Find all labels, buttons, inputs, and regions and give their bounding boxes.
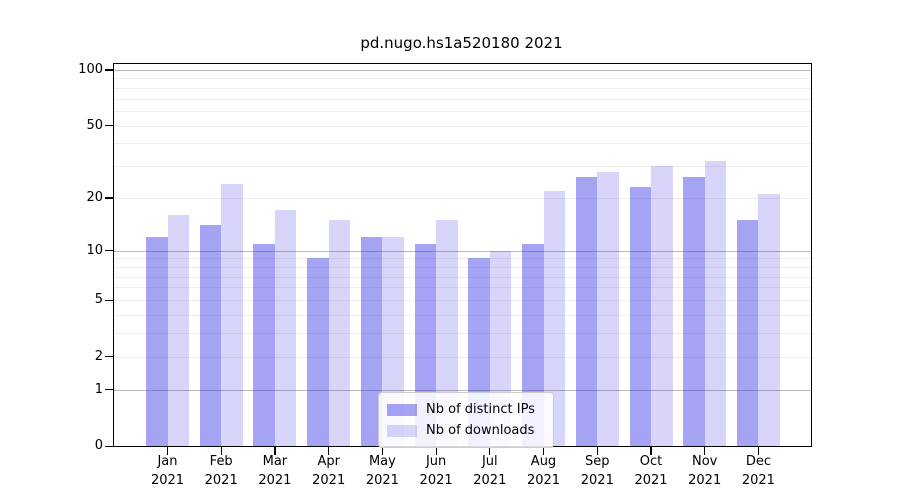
x-axis-label-sep: Sep 2021 [580, 454, 614, 488]
bar-distinct-ips-mar [253, 243, 275, 446]
x-axis-label-mar: Mar 2021 [258, 454, 292, 488]
x-tick-dec [757, 447, 760, 455]
bar-distinct-ips-dec [736, 220, 759, 446]
gridline-4 [114, 314, 811, 316]
y-tick-label-100: 100 [78, 61, 103, 77]
gridline-2 [114, 356, 811, 358]
y-tick-label-10: 10 [86, 242, 103, 258]
x-tick-sep [596, 447, 598, 455]
y-tick-50 [105, 125, 113, 127]
x-axis-label-aug: Aug 2021 [526, 454, 561, 488]
y-tick-1 [105, 389, 113, 391]
x-axis-label-nov: Nov 2021 [688, 454, 722, 488]
x-tick-jun [435, 447, 437, 455]
gridline-9 [114, 258, 811, 260]
y-tick-label-20: 20 [86, 189, 103, 205]
bar-distinct-ips-nov [683, 177, 705, 446]
bar-downloads-jun [436, 220, 458, 446]
bar-downloads-sep [597, 171, 619, 446]
x-tick-mar [274, 447, 276, 455]
x-tick-aug [542, 447, 545, 455]
gridline-70 [114, 98, 811, 100]
x-tick-feb [220, 447, 222, 455]
gridline-7 [114, 276, 811, 278]
x-axis-label-dec: Dec 2021 [741, 454, 775, 488]
gridline-50 [114, 125, 811, 127]
bar-distinct-ips-feb [199, 225, 222, 446]
y-tick-label-1: 1 [94, 381, 103, 397]
bar-downloads-nov [704, 161, 727, 446]
bar-distinct-ips-may [360, 237, 383, 446]
y-tick-2 [105, 356, 113, 358]
plot-area: 0 1 2 5 10 20 50 100 Jan 2021 Feb 2021 Mar 2021 Apr 20… [78, 62, 812, 488]
legend-entry-distinct-ips: Nb of distinct IPs [387, 399, 545, 420]
x-axis-label-jun: Jun 2021 [419, 454, 453, 488]
x-tick-may [381, 447, 383, 455]
legend-swatch-downloads [387, 424, 417, 437]
legend-swatch-distinct-ips [387, 403, 417, 416]
gridline-10 [114, 250, 811, 252]
bar-downloads-oct [651, 166, 673, 446]
y-tick-label-50: 50 [86, 117, 103, 133]
legend-label-downloads: Nb of downloads [426, 423, 535, 438]
chart-title: pd.nugo.hs1a520180 2021 [360, 34, 563, 52]
legend-entry-downloads: Nb of downloads [387, 420, 545, 441]
bar-downloads-apr [328, 220, 351, 446]
bar-distinct-ips-apr [307, 258, 329, 446]
y-tick-label-2: 2 [94, 348, 103, 364]
bar-downloads-aug [543, 190, 565, 446]
x-axis-label-feb: Feb 2021 [204, 454, 238, 488]
y-tick-20 [105, 197, 113, 199]
gridline-1 [114, 389, 811, 391]
gridline-90 [114, 78, 811, 80]
y-tick-100 [105, 69, 113, 71]
bar-distinct-ips-sep [575, 177, 598, 446]
gridline-100 [114, 69, 811, 71]
legend-label-distinct-ips: Nb of distinct IPs [426, 402, 535, 417]
x-axis-label-jul: Jul 2021 [473, 454, 507, 488]
y-tick-10 [105, 250, 113, 252]
x-tick-oct [650, 447, 652, 455]
y-tick-label-5: 5 [94, 292, 103, 307]
x-axis-label-jan: Jan 2021 [150, 454, 185, 488]
x-tick-jul [489, 447, 491, 455]
y-tick-0 [105, 445, 113, 447]
x-axis-label-may: May 2021 [365, 454, 399, 488]
x-tick-nov [704, 447, 706, 455]
x-axis-label-oct: Oct 2021 [634, 454, 668, 488]
gridline-60 [114, 111, 811, 112]
x-tick-jan [166, 447, 169, 455]
gridline-40 [114, 143, 811, 145]
gridline-8 [114, 266, 811, 268]
bar-downloads-feb [221, 183, 243, 446]
bar-distinct-ips-jan [146, 237, 168, 446]
y-tick-5 [105, 299, 113, 301]
bar-downloads-dec [758, 194, 780, 446]
gridline-20 [114, 197, 811, 199]
legend: Nb of distinct IPs Nb of downloads [378, 392, 554, 448]
gridline-6 [114, 287, 811, 289]
bar-downloads-mar [274, 210, 297, 446]
bar-distinct-ips-oct [629, 187, 651, 446]
y-tick-label-0: 0 [94, 438, 103, 453]
x-axis-label-apr: Apr 2021 [312, 454, 346, 488]
bar-downloads-jan [167, 215, 189, 446]
gridline-3 [114, 333, 811, 334]
gridline-30 [114, 166, 811, 168]
x-tick-apr [328, 447, 330, 455]
gridline-80 [114, 87, 811, 89]
gridline-5 [114, 300, 811, 301]
